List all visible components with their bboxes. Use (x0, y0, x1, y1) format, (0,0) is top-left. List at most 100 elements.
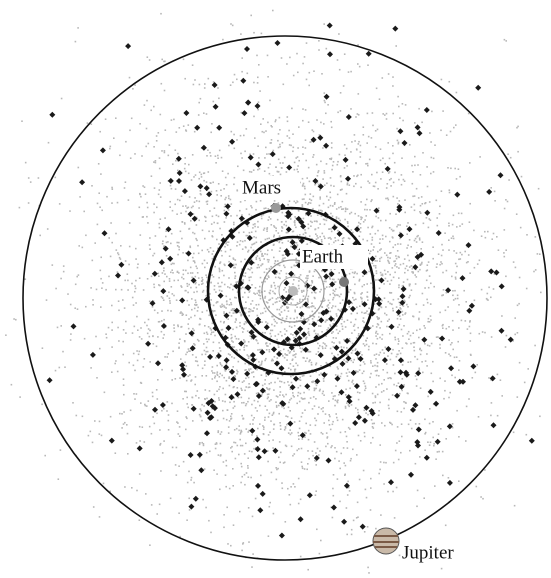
asteroid-dot (452, 329, 454, 331)
asteroid-dot (398, 382, 400, 384)
asteroid-dot (188, 173, 190, 175)
asteroid-dot (287, 121, 289, 123)
asteroid-dot (125, 141, 127, 143)
asteroid-dot (110, 222, 112, 224)
asteroid-dot (228, 376, 230, 378)
asteroid-dot (298, 448, 300, 450)
asteroid-dot (213, 276, 215, 278)
asteroid-dot (229, 354, 231, 356)
asteroid-dot (118, 254, 120, 256)
asteroid-dot (375, 386, 377, 388)
asteroid-dot (278, 159, 280, 161)
asteroid-marker (229, 139, 235, 145)
asteroid-dot (323, 203, 325, 205)
asteroid-dot (284, 267, 286, 269)
asteroid-dot (224, 284, 226, 286)
asteroid-dot (336, 208, 338, 210)
asteroid-dot (326, 345, 328, 347)
asteroid-dot (284, 334, 286, 336)
asteroid-dot (436, 217, 438, 219)
asteroid-dot (445, 310, 447, 312)
asteroid-dot (183, 125, 185, 127)
asteroid-dot (120, 258, 122, 260)
asteroid-dot (380, 160, 382, 162)
asteroid-dot (240, 33, 242, 35)
asteroid-dot (191, 298, 193, 300)
asteroid-dot (231, 203, 233, 205)
asteroid-dot (259, 258, 261, 260)
asteroid-dot (282, 394, 284, 396)
sun (288, 286, 298, 296)
asteroid-dot (253, 417, 255, 419)
asteroid-dot (354, 271, 356, 273)
asteroid-dot (334, 291, 336, 293)
asteroid-dot (206, 201, 208, 203)
asteroid-dot (156, 513, 158, 515)
asteroid-dot (269, 173, 271, 175)
asteroid-dot (256, 201, 258, 203)
asteroid-dot (273, 428, 275, 430)
asteroid-dot (431, 343, 433, 345)
asteroid-dot (324, 238, 326, 240)
asteroid-dot (454, 290, 456, 292)
asteroid-dot (239, 244, 241, 246)
asteroid-dot (237, 371, 239, 373)
asteroid-dot (320, 122, 322, 124)
asteroid-dot (183, 269, 185, 271)
asteroid-dot (397, 224, 399, 226)
asteroid-dot (381, 300, 383, 302)
asteroid-dot (351, 229, 353, 231)
asteroid-dot (354, 213, 356, 215)
asteroid-dot (181, 195, 183, 197)
asteroid-marker (260, 388, 266, 394)
asteroid-dot (55, 177, 57, 179)
asteroid-dot (505, 346, 507, 348)
asteroid-dot (407, 245, 409, 247)
asteroid-dot (331, 341, 333, 343)
asteroid-dot (42, 347, 44, 349)
asteroid-dot (407, 222, 409, 224)
asteroid-dot (309, 198, 311, 200)
asteroid-dot (404, 180, 406, 182)
asteroid-dot (253, 307, 255, 309)
asteroid-dot (364, 219, 366, 221)
asteroid-dot (117, 252, 119, 254)
asteroid-dot (382, 369, 384, 371)
asteroid-dot (185, 171, 187, 173)
asteroid-dot (171, 269, 173, 271)
asteroid-dot (263, 229, 265, 231)
asteroid-dot (409, 283, 411, 285)
asteroid-dot (215, 291, 217, 293)
asteroid-dot (141, 338, 143, 340)
asteroid-dot (456, 266, 458, 268)
asteroid-dot (267, 76, 269, 78)
asteroid-dot (328, 400, 330, 402)
asteroid-dot (298, 280, 300, 282)
asteroid-dot (149, 336, 151, 338)
asteroid-dot (245, 405, 247, 407)
asteroid-dot (63, 265, 65, 267)
asteroid-dot (175, 160, 177, 162)
asteroid-dot (178, 342, 180, 344)
asteroid-dot (299, 428, 301, 430)
asteroid-dot (245, 443, 247, 445)
asteroid-dot (275, 288, 277, 290)
asteroid-dot (219, 373, 221, 375)
asteroid-marker (226, 325, 232, 331)
asteroid-dot (458, 213, 460, 215)
asteroid-dot (330, 311, 332, 313)
asteroid-dot (222, 329, 224, 331)
asteroid-marker (183, 110, 189, 116)
asteroid-dot (338, 460, 340, 462)
asteroid-marker (255, 483, 261, 489)
asteroid-dot (513, 432, 515, 434)
asteroid-dot (288, 432, 290, 434)
asteroid-dot (291, 446, 293, 448)
asteroid-dot (290, 333, 292, 335)
asteroid-dot (367, 299, 369, 301)
asteroid-marker (245, 284, 251, 290)
asteroid-dot (436, 263, 438, 265)
asteroid-dot (526, 234, 528, 236)
asteroid-dot (235, 319, 237, 321)
asteroid-dot (355, 183, 357, 185)
